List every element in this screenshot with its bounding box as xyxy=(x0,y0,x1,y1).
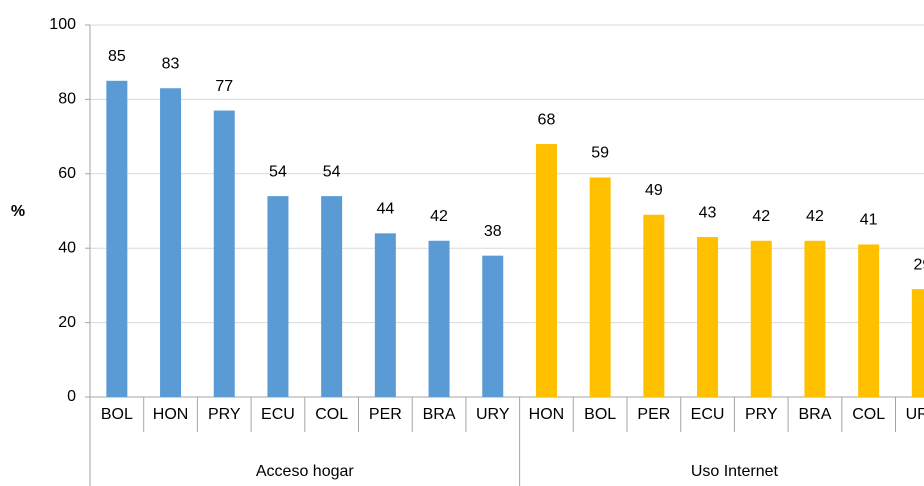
y-axis-label: % xyxy=(11,203,25,220)
bar xyxy=(535,144,557,397)
y-tick-label: 100 xyxy=(49,16,76,33)
x-tick-label: URY xyxy=(476,406,510,423)
x-tick-label: BRA xyxy=(423,406,456,423)
x-tick-label: PRY xyxy=(208,406,241,423)
data-label: 68 xyxy=(538,111,556,128)
data-label: 29 xyxy=(913,256,924,273)
bar xyxy=(643,214,665,397)
bar xyxy=(213,110,235,397)
bar xyxy=(589,177,611,397)
bar xyxy=(160,88,182,398)
bar xyxy=(697,237,719,397)
bar xyxy=(911,289,924,397)
x-tick-label: URY xyxy=(906,406,924,423)
x-tick-label: ECU xyxy=(261,406,295,423)
x-tick-label: COL xyxy=(315,406,348,423)
x-tick-label: PER xyxy=(637,406,670,423)
y-tick-label: 60 xyxy=(58,165,76,182)
y-tick-label: 0 xyxy=(67,388,76,405)
data-label: 54 xyxy=(323,163,341,180)
group-label: Uso Internet xyxy=(691,463,779,480)
x-tick-label: BOL xyxy=(101,406,133,423)
bar xyxy=(804,240,826,397)
bar xyxy=(750,240,772,397)
bar xyxy=(106,80,128,398)
data-label: 54 xyxy=(269,163,287,180)
bar xyxy=(374,233,396,397)
group-label: Acceso hogar xyxy=(256,463,355,480)
bar xyxy=(428,240,450,397)
x-tick-label: HON xyxy=(153,406,189,423)
y-tick-label: 80 xyxy=(58,91,76,108)
data-label: 85 xyxy=(108,48,126,65)
y-tick-label: 20 xyxy=(58,314,76,331)
data-label: 77 xyxy=(215,78,233,95)
x-tick-label: HON xyxy=(529,406,565,423)
data-label: 42 xyxy=(430,208,448,225)
x-tick-label: PRY xyxy=(745,406,778,423)
x-tick-label: ECU xyxy=(691,406,725,423)
bar xyxy=(321,196,343,397)
bar xyxy=(858,244,880,397)
data-label: 49 xyxy=(645,182,663,199)
x-tick-label: BRA xyxy=(798,406,831,423)
data-label: 41 xyxy=(860,212,878,229)
data-label: 38 xyxy=(484,223,502,240)
data-label: 83 xyxy=(162,55,180,72)
y-tick-label: 40 xyxy=(58,239,76,256)
x-tick-label: BOL xyxy=(584,406,616,423)
data-label: 43 xyxy=(699,204,717,221)
data-label: 42 xyxy=(752,208,770,225)
data-label: 44 xyxy=(376,201,394,218)
x-tick-label: PER xyxy=(369,406,402,423)
data-label: 59 xyxy=(591,145,609,162)
x-tick-label: COL xyxy=(852,406,885,423)
data-label: 42 xyxy=(806,208,824,225)
bar xyxy=(267,196,289,397)
bar xyxy=(482,255,504,397)
